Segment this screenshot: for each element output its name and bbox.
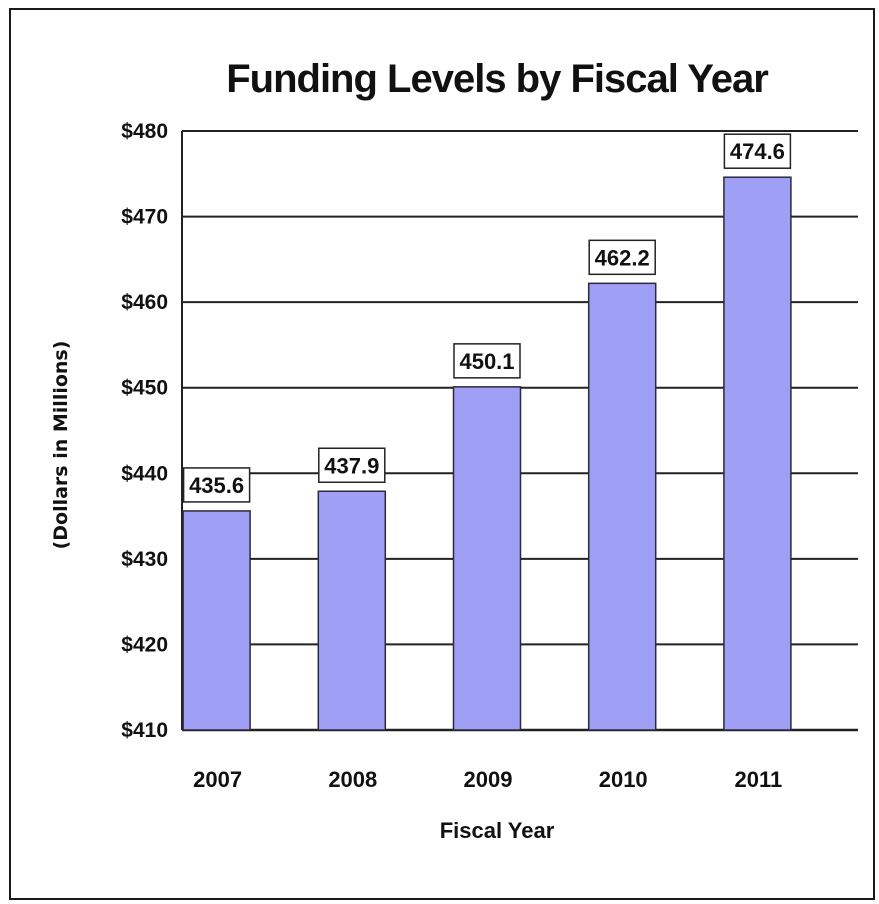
data-label: 462.2 bbox=[595, 245, 650, 270]
data-label: 474.6 bbox=[730, 139, 785, 164]
y-tick-label: $450 bbox=[121, 377, 168, 400]
data-label-box bbox=[318, 447, 386, 484]
y-tick-label: $440 bbox=[121, 462, 168, 485]
y-tick-label: $460 bbox=[121, 291, 168, 314]
data-label: 435.6 bbox=[189, 473, 244, 498]
data-label: 450.1 bbox=[459, 349, 514, 374]
data-label-box bbox=[588, 239, 656, 276]
x-tick-label: 2008 bbox=[328, 767, 377, 792]
y-tick-label: $420 bbox=[121, 633, 168, 656]
data-label-box bbox=[182, 467, 251, 503]
y-tick-label: $480 bbox=[121, 120, 168, 143]
x-tick-label: 2010 bbox=[599, 767, 648, 792]
bar-2009 bbox=[452, 386, 522, 731]
y-tick-label: $430 bbox=[121, 548, 168, 571]
x-axis-label: Fiscal Year bbox=[440, 818, 555, 843]
data-label-box bbox=[453, 343, 521, 379]
x-tick-label: 2007 bbox=[193, 767, 242, 792]
bar-2008 bbox=[317, 490, 387, 731]
x-tick-label: 2011 bbox=[735, 767, 783, 792]
x-tick-label: 2009 bbox=[464, 767, 513, 792]
bar-2011 bbox=[723, 176, 792, 731]
bar-2007 bbox=[182, 510, 251, 731]
chart-title: Funding Levels by Fiscal Year bbox=[226, 57, 768, 101]
bar-2010 bbox=[587, 282, 657, 731]
y-tick-label: $410 bbox=[121, 719, 168, 742]
data-label-box bbox=[723, 133, 792, 169]
data-label: 437.9 bbox=[324, 453, 379, 478]
y-tick-label: $470 bbox=[121, 206, 168, 229]
y-axis-label: (Dollars in Millions) bbox=[50, 341, 72, 550]
